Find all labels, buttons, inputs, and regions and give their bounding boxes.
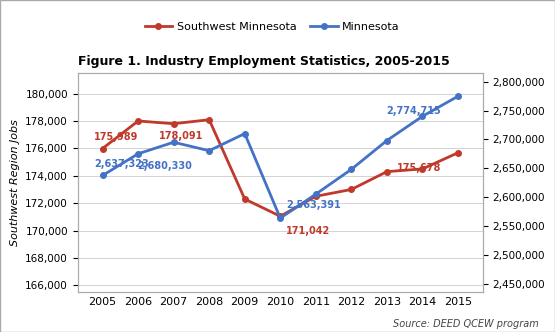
Line: Southwest Minnesota: Southwest Minnesota bbox=[100, 117, 461, 219]
Southwest Minnesota bbox=[170, 122, 177, 126]
Text: 2,774,715: 2,774,715 bbox=[386, 106, 441, 116]
Minnesota bbox=[277, 216, 284, 220]
Southwest Minnesota bbox=[99, 146, 106, 150]
Minnesota bbox=[455, 94, 461, 98]
Southwest Minnesota bbox=[206, 118, 213, 122]
Southwest Minnesota bbox=[348, 188, 355, 192]
Y-axis label: Southwest Region Jobs: Southwest Region Jobs bbox=[9, 119, 19, 246]
Text: Figure 1. Industry Employment Statistics, 2005-2015: Figure 1. Industry Employment Statistics… bbox=[78, 55, 450, 68]
Minnesota bbox=[206, 149, 213, 153]
Minnesota bbox=[348, 167, 355, 171]
Southwest Minnesota bbox=[455, 151, 461, 155]
Minnesota bbox=[419, 114, 426, 118]
Text: Source: DEED QCEW program: Source: DEED QCEW program bbox=[392, 319, 538, 329]
Text: 2,563,391: 2,563,391 bbox=[286, 201, 341, 210]
Text: 175,678: 175,678 bbox=[397, 163, 441, 173]
Legend: Southwest Minnesota, Minnesota: Southwest Minnesota, Minnesota bbox=[140, 17, 404, 36]
Minnesota bbox=[312, 192, 319, 196]
Southwest Minnesota bbox=[241, 197, 248, 201]
Minnesota bbox=[384, 138, 390, 142]
Southwest Minnesota bbox=[135, 119, 142, 123]
Minnesota bbox=[170, 140, 177, 144]
Text: 2,680,330: 2,680,330 bbox=[137, 161, 192, 171]
Southwest Minnesota bbox=[419, 167, 426, 171]
Text: 2,637,323: 2,637,323 bbox=[94, 159, 149, 169]
Southwest Minnesota bbox=[384, 170, 390, 174]
Minnesota bbox=[241, 131, 248, 135]
Text: 171,042: 171,042 bbox=[286, 226, 330, 236]
Text: 175,989: 175,989 bbox=[94, 132, 139, 142]
Minnesota bbox=[99, 174, 106, 178]
Text: 178,091: 178,091 bbox=[159, 131, 204, 141]
Line: Minnesota: Minnesota bbox=[100, 94, 461, 221]
Southwest Minnesota bbox=[312, 194, 319, 198]
Southwest Minnesota bbox=[277, 214, 284, 218]
Minnesota bbox=[135, 152, 142, 156]
